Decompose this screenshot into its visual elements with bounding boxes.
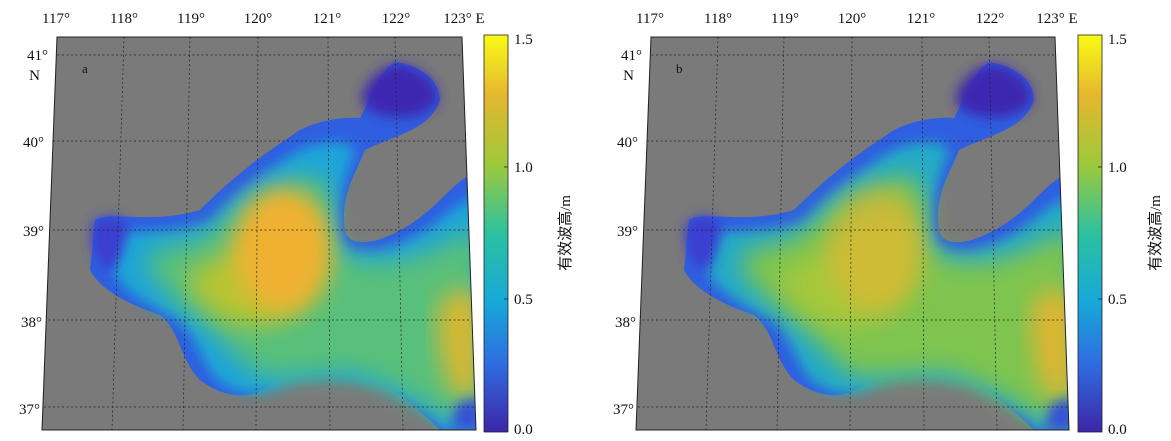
colorbar-tick: 0.5: [1108, 292, 1127, 308]
colorbar-label: 有效波高/m: [1147, 195, 1164, 271]
colorbar-ticks: 1.5 1.0 0.5 0.0: [514, 32, 533, 438]
lat-unit: N: [29, 68, 40, 84]
colorbar-tick: 1.0: [514, 160, 533, 176]
lon-label: 118°: [704, 11, 732, 27]
latitude-labels: 41° N 40° 39° 38° 37°: [19, 48, 48, 418]
lat-label: 39°: [617, 224, 638, 240]
lon-label: 120°: [244, 11, 273, 27]
lon-label: 121°: [907, 11, 936, 27]
lon-label: 122°: [382, 11, 411, 27]
wave-hotspot: [828, 188, 924, 312]
graticule: [636, 37, 1069, 430]
panel-label: a: [82, 61, 88, 76]
lat-label: 39°: [23, 224, 44, 240]
lat-label: 41°: [27, 48, 48, 64]
latitude-labels: 41° N 40° 39° 38° 37°: [613, 48, 642, 418]
lon-label: 117°: [42, 11, 70, 27]
colorbar-tick: 0.5: [514, 292, 533, 308]
sea-area: [684, 62, 1069, 430]
lon-label: 123° E: [1036, 11, 1077, 27]
lon-label: 121°: [313, 11, 342, 27]
lon-label: 118°: [110, 11, 138, 27]
panel-label: b: [676, 61, 683, 76]
lon-label: 119°: [177, 11, 205, 27]
map-area: [636, 37, 1069, 430]
graticule: [42, 37, 476, 430]
map-frame: [635, 36, 1070, 431]
lat-label: 37°: [19, 402, 40, 418]
lat-label: 40°: [23, 135, 44, 151]
colorbar-scale: [1077, 34, 1103, 433]
lon-label: 117°: [636, 11, 664, 27]
longitude-labels: 117° 118° 119° 120° 121° 122° 123° E: [42, 11, 485, 27]
map-area: [42, 37, 476, 430]
colorbar-label: 有效波高/m: [557, 195, 574, 271]
colorbar-ticks: 1.5 1.0 0.5 0.0: [1108, 32, 1127, 438]
map-panel-b: b 117° 118° 119° 120° 121° 122° 123° E 4…: [613, 11, 1164, 438]
colorbar: 1.5 1.0 0.5 0.0 有效波高/m: [1077, 32, 1164, 438]
map-panel-a: a 117° 118° 119° 120° 121° 122° 123° E 4…: [19, 11, 574, 438]
lon-label: 119°: [771, 11, 799, 27]
colorbar-tick-marks: [1098, 166, 1102, 300]
colorbar-tick: 0.0: [514, 422, 533, 436]
colorbar-tick-marks: [504, 166, 508, 300]
colorbar-tick: 1.0: [1108, 160, 1127, 176]
colorbar-tick: 1.5: [514, 32, 533, 48]
lon-label: 120°: [838, 11, 867, 27]
map-frame: [41, 36, 477, 431]
lat-unit: N: [623, 68, 634, 84]
lon-label: 122°: [976, 11, 1005, 27]
lon-label: 123° E: [443, 11, 484, 27]
longitude-labels: 117° 118° 119° 120° 121° 122° 123° E: [636, 11, 1078, 27]
colorbar-tick: 1.5: [1108, 32, 1127, 48]
colorbar-scale: [483, 34, 509, 433]
lat-label: 40°: [617, 135, 638, 151]
sea-area: [90, 62, 476, 430]
lat-label: 38°: [21, 315, 42, 331]
lat-label: 38°: [615, 315, 636, 331]
colorbar-tick: 0.0: [1108, 422, 1127, 436]
wave-hotspot: [234, 188, 330, 312]
colorbar: 1.5 1.0 0.5 0.0 有效波高/m: [483, 32, 574, 438]
lat-label: 41°: [621, 48, 642, 64]
lat-label: 37°: [613, 402, 634, 418]
